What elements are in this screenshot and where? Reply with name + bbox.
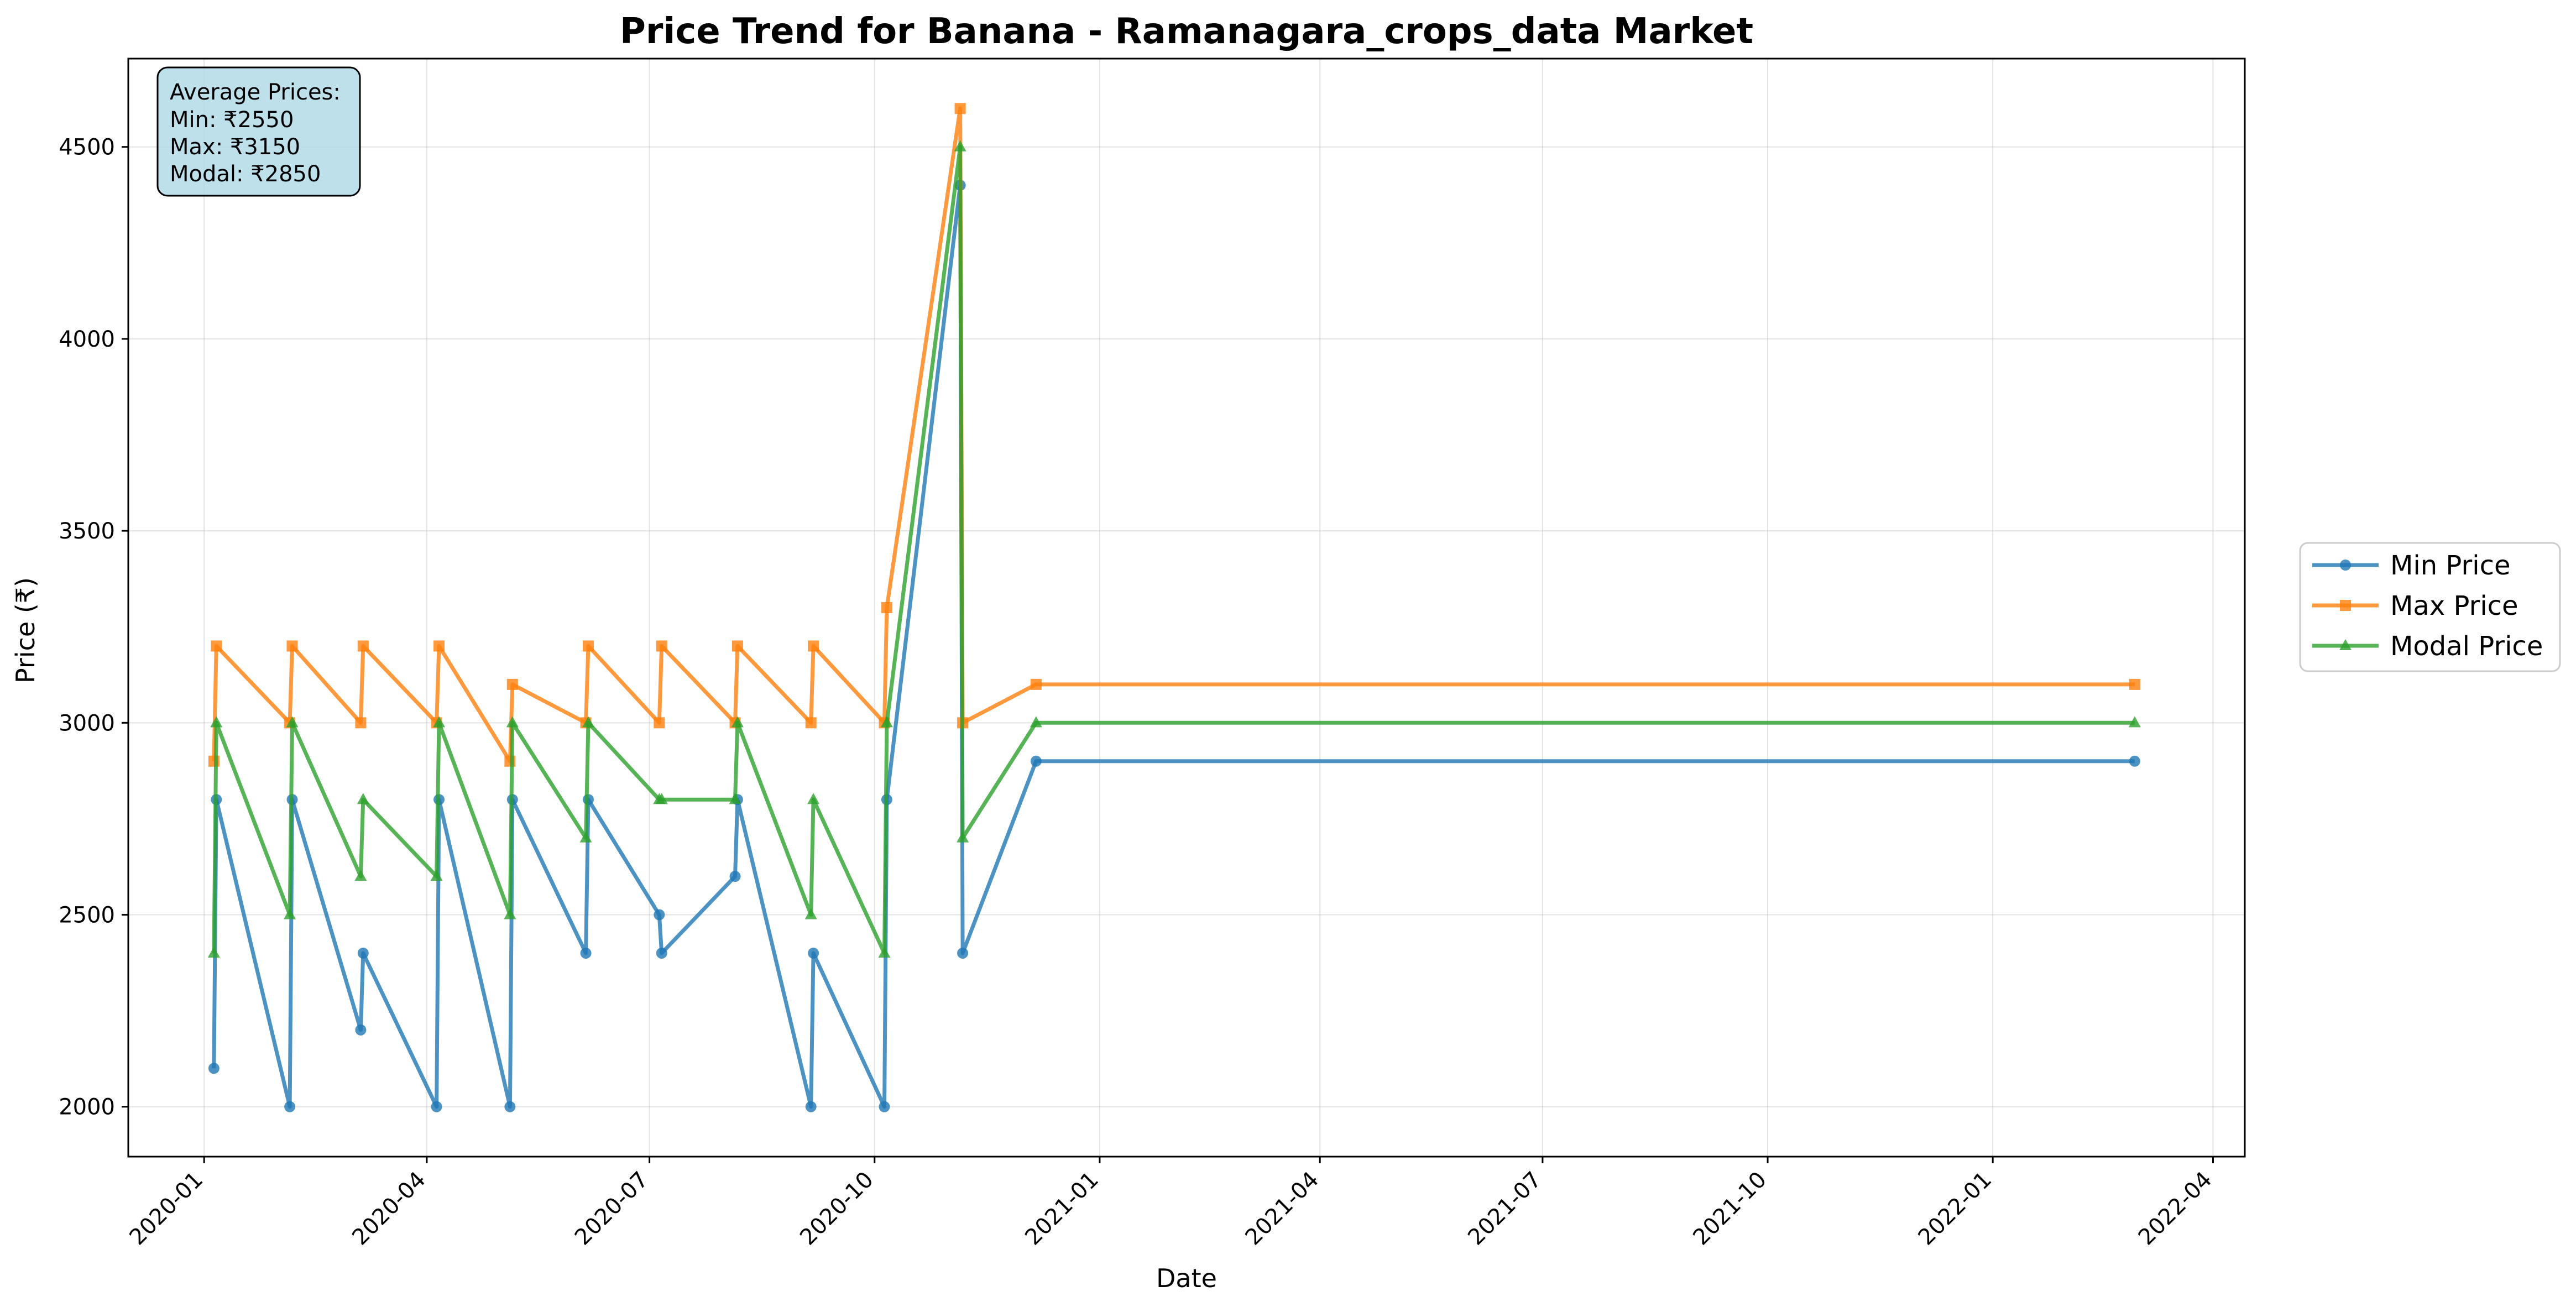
y-tick-label: 3000	[59, 710, 115, 736]
min-price-line	[212, 183, 2135, 1109]
min-price-point	[504, 1101, 516, 1112]
y-axis-label: Price (₹)	[11, 577, 40, 683]
max-price-point	[731, 640, 743, 652]
y-tick-label: 3500	[59, 519, 115, 544]
modal-price-point	[430, 870, 443, 881]
average-prices-box-bg	[156, 66, 361, 197]
modal-price-point	[357, 793, 369, 804]
chart-title: Price Trend for Banana - Ramanagara_crop…	[620, 11, 1753, 52]
max-price-point	[805, 717, 817, 729]
min-price-point	[729, 871, 741, 882]
min-price-point	[580, 947, 592, 959]
series-max-price	[208, 103, 2140, 767]
y-tick-label: 4000	[59, 327, 115, 352]
max-price-point	[2129, 678, 2140, 690]
modal-price-point	[286, 716, 299, 728]
modal-price-point	[954, 140, 966, 151]
max-price-line	[212, 106, 2135, 764]
legend-label-max-price: Max Price	[2390, 590, 2518, 621]
modal-price-point	[207, 946, 220, 958]
max-price-point	[808, 640, 819, 652]
legend-entry-min-price: Min Price	[2312, 550, 2511, 581]
min-price-point	[1030, 755, 1042, 767]
y-tick-label: 4500	[59, 135, 115, 160]
legend-frame	[2299, 542, 2561, 672]
series-modal-price	[207, 140, 2141, 958]
modal-price-point	[804, 908, 817, 919]
average-prices-box: Average Prices: Min: ₹2550 Max: ₹3150 Mo…	[156, 66, 361, 197]
max-price-point	[355, 717, 367, 729]
modal-price-point	[1030, 716, 1042, 728]
average-min-price: Min: ₹2550	[170, 107, 294, 133]
max-price-point	[656, 640, 667, 652]
legend-entry-modal-price: Modal Price	[2312, 631, 2543, 662]
modal-price-point	[729, 793, 741, 804]
series-layer	[207, 103, 2141, 1112]
modal-price-point	[878, 946, 891, 958]
average-max-price: Max: ₹3150	[170, 134, 300, 160]
min-price-point	[654, 909, 665, 921]
modal-price-point	[579, 831, 592, 843]
min-price-point	[656, 947, 667, 959]
modal-price-point	[655, 793, 668, 804]
legend-marker-modal-price	[2339, 639, 2352, 650]
x-axis-label: Date	[1156, 1263, 1217, 1293]
modal-price-point	[210, 716, 223, 728]
max-price-point	[433, 640, 445, 652]
modal-price-point	[731, 716, 744, 728]
legend-entry-max-price: Max Price	[2312, 590, 2518, 621]
legend-label-min-price: Min Price	[2390, 550, 2511, 581]
average-prices-heading: Average Prices:	[170, 80, 341, 105]
modal-price-point	[582, 716, 594, 728]
max-price-point	[954, 103, 966, 114]
modal-price-point	[506, 716, 519, 728]
min-price-point	[808, 947, 819, 959]
average-modal-price: Modal: ₹2850	[170, 161, 321, 187]
max-price-point	[286, 640, 298, 652]
y-tick-label: 2500	[59, 903, 115, 928]
max-price-point	[881, 602, 892, 613]
max-price-point	[357, 640, 369, 652]
max-price-point	[654, 717, 665, 729]
min-price-point	[2129, 755, 2140, 767]
min-price-point	[431, 1101, 442, 1112]
min-price-point	[355, 1024, 367, 1036]
min-price-point	[805, 1101, 817, 1112]
min-price-point	[284, 1101, 296, 1112]
min-price-point	[957, 947, 969, 959]
modal-price-point	[880, 716, 893, 728]
min-price-point	[357, 947, 369, 959]
max-price-point	[211, 640, 222, 652]
max-price-point	[1030, 678, 1042, 690]
modal-price-line	[212, 145, 2135, 955]
min-price-point	[208, 1063, 220, 1074]
y-tick-label: 2000	[59, 1095, 115, 1120]
plot-frame	[127, 58, 2246, 1158]
modal-price-point	[504, 908, 516, 919]
modal-price-point	[354, 870, 367, 881]
modal-price-point	[2128, 716, 2141, 728]
modal-price-point	[957, 831, 969, 843]
modal-price-point	[433, 716, 446, 728]
max-price-point	[582, 640, 594, 652]
min-price-point	[879, 1101, 890, 1112]
legend-marker-min-price	[2340, 560, 2351, 571]
chart-legend: Min Price Max Price Modal Price	[2299, 542, 2561, 672]
legend-label-modal-price: Modal Price	[2390, 631, 2543, 662]
legend-marker-max-price	[2340, 600, 2351, 611]
grid-layer	[128, 59, 2245, 1157]
max-price-point	[506, 678, 518, 690]
modal-price-point	[807, 793, 820, 804]
modal-price-point	[284, 908, 296, 919]
